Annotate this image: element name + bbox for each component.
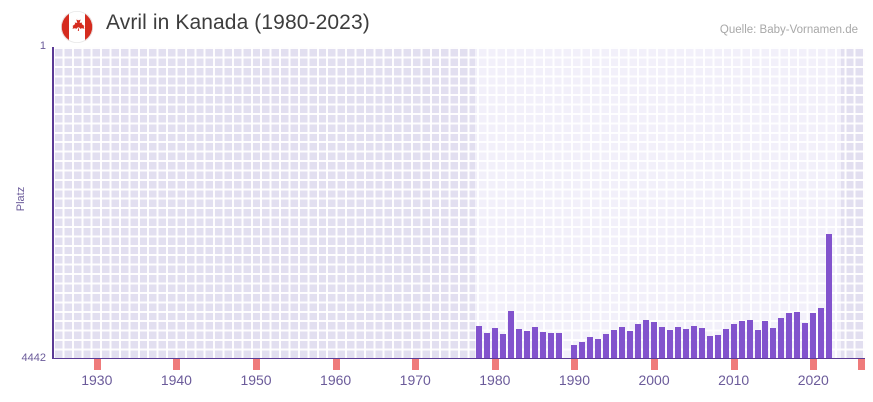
bar-2011 (738, 321, 745, 358)
x-label-1960: 1960 (320, 372, 352, 388)
bar-2022 (826, 234, 833, 358)
x-label-2000: 2000 (638, 372, 670, 388)
bar-1999 (643, 320, 650, 358)
bar-1988 (555, 333, 562, 358)
bar-2019 (802, 323, 809, 358)
x-label-1980: 1980 (479, 372, 511, 388)
bar-series (53, 47, 865, 358)
x-tick-1990 (571, 359, 579, 370)
x-label-1930: 1930 (81, 372, 113, 388)
bar-1986 (539, 332, 546, 358)
bar-2004 (682, 329, 689, 358)
bar-1993 (595, 339, 602, 358)
x-tick-2010 (730, 359, 738, 370)
bar-1992 (587, 337, 594, 358)
bar-2007 (706, 336, 713, 358)
x-tick-2000 (651, 359, 659, 370)
bar-1997 (627, 331, 634, 358)
source-attribution: Quelle: Baby-Vornamen.de (719, 24, 858, 36)
bar-1984 (523, 331, 530, 358)
x-label-2010: 2010 (718, 372, 750, 388)
bar-2013 (754, 330, 761, 358)
bar-2005 (690, 326, 697, 358)
bar-1998 (635, 324, 642, 358)
bar-2020 (810, 313, 817, 358)
bar-1985 (531, 327, 538, 358)
x-label-1940: 1940 (160, 372, 192, 388)
x-label-1950: 1950 (240, 372, 272, 388)
bar-1979 (483, 333, 490, 358)
chart-header: Avril in Kanada (1980-2023) Quelle: Baby… (0, 0, 873, 47)
bar-1978 (475, 326, 482, 358)
bar-2018 (794, 312, 801, 358)
y-axis-min-label: 4442 (21, 352, 46, 364)
x-tick-1930 (93, 359, 101, 370)
bar-1980 (491, 328, 498, 358)
bar-2021 (818, 308, 825, 358)
bar-1987 (547, 333, 554, 358)
bar-2015 (770, 328, 777, 358)
bar-2009 (722, 329, 729, 358)
y-axis-max-label: 1 (39, 40, 46, 52)
x-tick-1960 (332, 359, 340, 370)
bar-1983 (515, 329, 522, 358)
bar-1982 (507, 311, 514, 358)
x-tick-1940 (173, 359, 181, 370)
bar-1996 (619, 327, 626, 358)
x-tick-1970 (412, 359, 420, 370)
x-tick-2020 (810, 359, 818, 370)
bar-2014 (762, 321, 769, 358)
x-label-1990: 1990 (558, 372, 591, 388)
x-tick-1980 (491, 359, 499, 370)
plot-area (53, 47, 865, 358)
x-axis-line (52, 357, 865, 359)
bar-2012 (746, 320, 753, 358)
bar-2008 (714, 335, 721, 358)
bar-2001 (659, 327, 665, 358)
bar-1981 (499, 334, 506, 358)
bar-1995 (611, 330, 618, 358)
y-axis-title: Platz (15, 186, 27, 212)
canada-flag-icon (60, 10, 94, 44)
bar-2016 (778, 318, 785, 358)
x-label-2020: 2020 (797, 372, 829, 388)
y-axis-line (52, 47, 54, 359)
x-tick-axis-end (858, 359, 865, 370)
bar-2002 (666, 330, 673, 358)
bar-2010 (730, 324, 737, 358)
bar-2017 (786, 313, 793, 358)
bar-1990 (571, 345, 578, 358)
x-label-1970: 1970 (399, 372, 431, 388)
x-tick-1950 (253, 359, 261, 370)
bar-2000 (651, 322, 658, 358)
bar-1994 (603, 334, 610, 358)
bar-2003 (674, 327, 681, 358)
bar-2006 (698, 328, 705, 358)
page-title: Avril in Kanada (1980-2023) (106, 11, 370, 34)
bar-1991 (579, 342, 586, 358)
